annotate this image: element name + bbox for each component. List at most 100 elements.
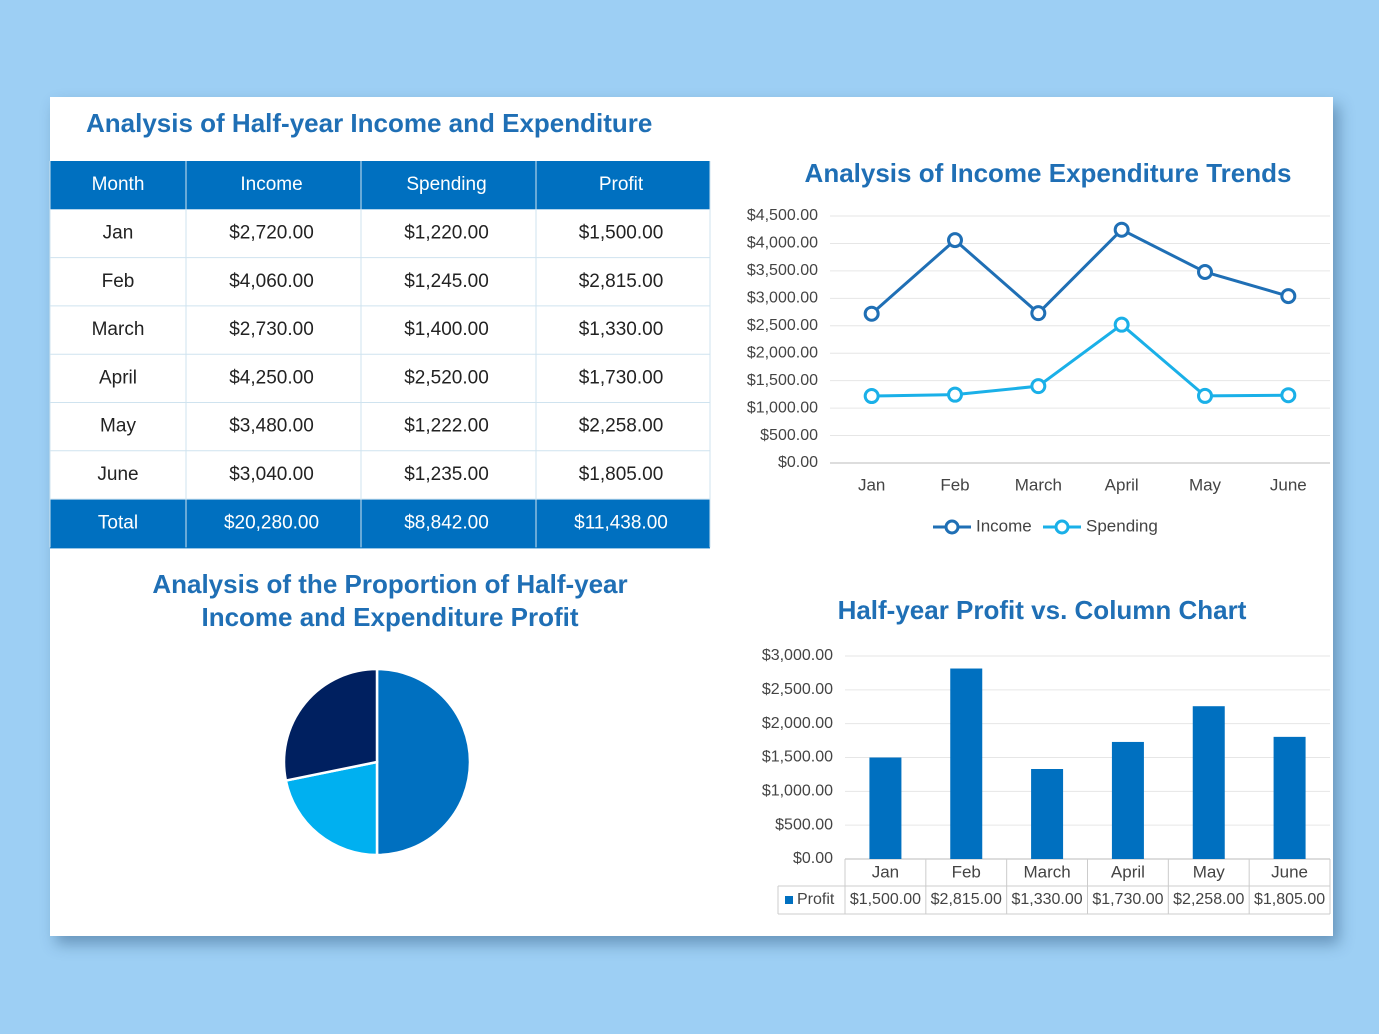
data-point bbox=[1030, 378, 1047, 395]
table-cell: Jan bbox=[103, 222, 134, 243]
table-cell: $1,730.00 bbox=[579, 367, 664, 388]
value-label: $1,500.00 bbox=[850, 891, 921, 908]
table-cell: $20,280.00 bbox=[224, 512, 319, 533]
bar bbox=[1111, 741, 1144, 859]
legend-marker bbox=[944, 519, 960, 535]
y-tick-label: $2,000.00 bbox=[762, 715, 833, 732]
table-cell: $2,815.00 bbox=[579, 271, 664, 292]
x-tick-label: Feb bbox=[940, 475, 969, 494]
data-point bbox=[1113, 221, 1130, 238]
pie-slice bbox=[284, 760, 379, 857]
y-tick-label: $2,500.00 bbox=[762, 681, 833, 698]
table-cell: $3,480.00 bbox=[229, 416, 314, 437]
y-tick-label: $0.00 bbox=[778, 454, 818, 471]
legend-label: Income bbox=[976, 516, 1032, 535]
data-point bbox=[863, 388, 880, 405]
y-tick-label: $500.00 bbox=[760, 427, 818, 444]
y-tick-label: $1,500.00 bbox=[747, 372, 818, 389]
y-tick-label: $0.00 bbox=[793, 850, 833, 867]
y-tick-label: $2,000.00 bbox=[747, 344, 818, 361]
x-tick-label: June bbox=[1270, 475, 1307, 494]
table-cell: Month bbox=[92, 174, 145, 195]
bar bbox=[1192, 706, 1225, 859]
table-cell: Total bbox=[98, 512, 138, 533]
chart-title: Analysis of Income Expenditure Trends bbox=[805, 158, 1292, 188]
bar bbox=[869, 757, 902, 859]
sheet-title: Analysis of Half-year Income and Expendi… bbox=[86, 108, 652, 138]
table-cell: $1,235.00 bbox=[404, 464, 489, 485]
pie-slice bbox=[282, 667, 379, 783]
y-tick-label: $500.00 bbox=[775, 816, 833, 833]
value-label: $1,330.00 bbox=[1011, 891, 1082, 908]
x-tick-label: Jan bbox=[858, 475, 885, 494]
x-tick-label: Feb bbox=[952, 862, 981, 881]
table-cell: $1,222.00 bbox=[404, 416, 489, 437]
x-tick-label: April bbox=[1105, 475, 1139, 494]
data-point bbox=[1280, 387, 1297, 404]
y-tick-label: $3,000.00 bbox=[762, 647, 833, 664]
y-tick-label: $3,500.00 bbox=[747, 262, 818, 279]
y-tick-label: $4,500.00 bbox=[747, 207, 818, 224]
value-label: $1,805.00 bbox=[1254, 891, 1325, 908]
pie-slice bbox=[375, 667, 472, 857]
table-cell: $11,438.00 bbox=[574, 512, 668, 533]
table-cell: Profit bbox=[599, 174, 644, 195]
table-cell: $4,060.00 bbox=[229, 271, 314, 292]
x-tick-label: Jan bbox=[872, 862, 899, 881]
y-tick-label: $1,000.00 bbox=[747, 399, 818, 416]
data-point bbox=[1030, 305, 1047, 322]
x-tick-label: May bbox=[1193, 862, 1226, 881]
legend-marker bbox=[1054, 519, 1070, 535]
table-cell: June bbox=[97, 464, 138, 485]
table-cell: $2,720.00 bbox=[229, 222, 314, 243]
table-cell: $1,400.00 bbox=[404, 319, 489, 340]
x-tick-label: June bbox=[1271, 862, 1308, 881]
data-point bbox=[1197, 263, 1213, 280]
x-tick-label: May bbox=[1189, 475, 1222, 494]
data-point bbox=[947, 386, 963, 403]
y-tick-label: $2,500.00 bbox=[747, 317, 818, 334]
table-cell: March bbox=[92, 319, 145, 340]
x-tick-label: March bbox=[1015, 475, 1062, 494]
table-cell: $2,730.00 bbox=[229, 319, 314, 340]
data-point bbox=[863, 305, 880, 322]
table-cell: $4,250.00 bbox=[229, 367, 314, 388]
y-tick-label: $1,500.00 bbox=[762, 749, 833, 766]
value-label: $2,815.00 bbox=[931, 891, 1002, 908]
table-total-bg bbox=[50, 499, 710, 549]
pie-title: Analysis of the Proportion of Half-year … bbox=[152, 569, 628, 632]
x-tick-label: March bbox=[1023, 862, 1070, 881]
data-point bbox=[947, 232, 963, 249]
data-point bbox=[1113, 316, 1130, 333]
chart-title: Half-year Profit vs. Column Chart bbox=[838, 595, 1247, 625]
bar bbox=[1031, 769, 1064, 859]
table-cell: Spending bbox=[406, 174, 486, 195]
table-header-bg bbox=[50, 161, 710, 210]
legend-label: Spending bbox=[1086, 516, 1158, 535]
table-cell: Feb bbox=[102, 271, 135, 292]
x-tick-label: April bbox=[1111, 862, 1145, 881]
value-label: $2,258.00 bbox=[1173, 891, 1244, 908]
table-cell: $1,330.00 bbox=[579, 319, 664, 340]
table-cell: May bbox=[100, 416, 136, 437]
series-line bbox=[871, 322, 1289, 398]
table-cell: $1,220.00 bbox=[404, 222, 489, 243]
series-line bbox=[870, 227, 1289, 316]
bar bbox=[1273, 736, 1306, 859]
table-cell: $1,500.00 bbox=[579, 222, 664, 243]
bar bbox=[950, 668, 983, 859]
value-label: $1,730.00 bbox=[1092, 891, 1163, 908]
table-cell: $3,040.00 bbox=[229, 464, 314, 485]
data-point bbox=[1280, 288, 1297, 305]
table-cell: $2,258.00 bbox=[579, 416, 664, 437]
table-cell: $8,842.00 bbox=[404, 512, 489, 533]
y-tick-label: $3,000.00 bbox=[747, 290, 818, 307]
table-cell: $1,245.00 bbox=[404, 271, 489, 292]
data-point bbox=[1197, 387, 1213, 404]
table-cell: $1,805.00 bbox=[579, 464, 664, 485]
table-cell: $2,520.00 bbox=[404, 367, 489, 388]
y-tick-label: $1,000.00 bbox=[762, 783, 833, 800]
legend-swatch bbox=[785, 896, 793, 904]
